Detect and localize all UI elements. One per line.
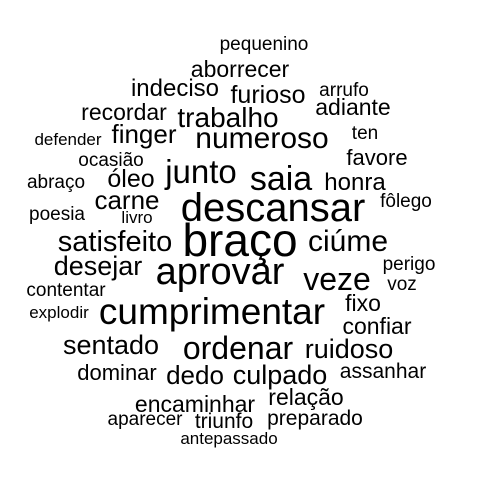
word-satisfeito: satisfeito [57, 226, 173, 258]
word-encaminhar: encaminhar [134, 391, 256, 417]
word-carne: carne [94, 185, 160, 215]
word-junto: junto [165, 153, 237, 190]
word-honra: honra [324, 169, 386, 196]
word-aborrecer: aborrecer [190, 56, 290, 82]
word-ruidoso: ruidoso [304, 334, 394, 364]
word-recordar: recordar [81, 99, 167, 125]
word-fixo: fixo [345, 290, 381, 316]
word-voz: voz [387, 274, 417, 295]
word-ocasiao: ocasião [78, 150, 144, 171]
word-explodir: explodir [29, 303, 89, 322]
word-adiante: adiante [315, 94, 391, 120]
word-relacao: relação [268, 384, 344, 410]
word-finger: finger [111, 119, 177, 149]
word-pequenino: pequenino [219, 34, 309, 55]
word-trabalho: trabalho [177, 102, 279, 133]
word-dominar: dominar [77, 360, 157, 385]
word-aprovar: aprovar [155, 251, 285, 293]
word-cumprimentar: cumprimentar [98, 291, 326, 332]
word-antepassado: antepassado [180, 429, 278, 448]
word-ordenar: ordenar [182, 330, 294, 366]
word-braco: braço [182, 214, 298, 266]
word-arrufo: arrufo [319, 80, 369, 101]
word-triunfo: triunfo [194, 410, 254, 433]
word-furioso: furioso [230, 81, 306, 109]
word-sentado: sentado [62, 330, 160, 360]
word-ciume: ciúme [307, 225, 389, 258]
word-saia: saia [249, 160, 313, 198]
word-numeroso: numeroso [195, 122, 329, 155]
word-desejar: desejar [53, 251, 143, 281]
word-ten: ten [351, 123, 379, 144]
word-preparado: preparado [267, 407, 363, 430]
word-descansar: descansar [180, 186, 366, 230]
word-abraco: abraço [26, 172, 86, 193]
word-indeciso: indeciso [130, 75, 220, 102]
word-defender: defender [34, 130, 102, 149]
word-culpado: culpado [232, 360, 328, 390]
word-perigo: perigo [382, 254, 436, 275]
word-folego: fôlego [380, 191, 432, 212]
word-favore: favore [346, 145, 408, 170]
word-assanhar: assanhar [339, 360, 427, 383]
word-dedo: dedo [166, 360, 224, 390]
word-livro: livro [121, 208, 153, 227]
word-confiar: confiar [342, 313, 412, 339]
word-contentar: contentar [26, 280, 106, 301]
word-veze: veze [303, 261, 371, 297]
word-oleo: óleo [107, 165, 155, 193]
word-poesia: poesia [29, 204, 85, 225]
word-aparecer: aparecer [107, 409, 183, 430]
